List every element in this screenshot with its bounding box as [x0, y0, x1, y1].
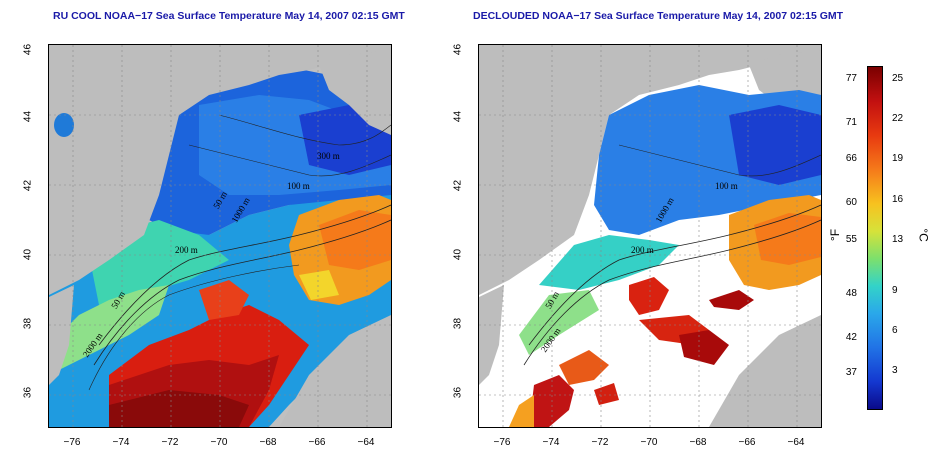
fahrenheit-tick: 66: [845, 153, 857, 164]
x-tick: −72: [591, 437, 609, 448]
y-tick: 42: [22, 179, 34, 192]
celsius-tick: 16: [892, 194, 904, 205]
fahrenheit-tick: 60: [845, 197, 857, 208]
y-tick: 40: [452, 248, 464, 261]
fahrenheit-tick: 48: [845, 288, 857, 299]
left-map-title: RU COOL NOAA−17 Sea Surface Temperature …: [53, 10, 405, 22]
celsius-tick: 13: [892, 234, 904, 245]
x-tick: −68: [689, 437, 707, 448]
y-tick: 46: [22, 43, 34, 56]
x-tick: −76: [63, 437, 81, 448]
contour-label: 100 m: [287, 181, 310, 191]
fahrenheit-tick: 42: [845, 332, 857, 343]
y-tick: 42: [452, 179, 464, 192]
celsius-tick: 19: [892, 153, 904, 164]
right-map-title: DECLOUDED NOAA−17 Sea Surface Temperatur…: [473, 10, 844, 22]
y-tick: 36: [452, 386, 464, 399]
celsius-tick: 3: [892, 365, 898, 376]
y-tick: 36: [22, 386, 34, 399]
x-tick: −66: [738, 437, 756, 448]
x-tick: −68: [259, 437, 277, 448]
celsius-tick: 22: [892, 113, 904, 124]
x-tick: −70: [640, 437, 658, 448]
x-tick: −72: [161, 437, 179, 448]
y-tick: 44: [452, 110, 464, 123]
contour-label: 200 m: [175, 245, 198, 255]
fahrenheit-tick: 37: [845, 367, 857, 378]
x-tick: −66: [308, 437, 326, 448]
x-tick: −70: [210, 437, 228, 448]
fahrenheit-tick: 55: [845, 234, 857, 245]
temperature-colorbar: [867, 66, 883, 410]
x-tick: −64: [787, 437, 805, 448]
celsius-unit: °C: [916, 228, 931, 242]
y-tick: 40: [22, 248, 34, 261]
fahrenheit-unit: °F: [828, 228, 843, 242]
right-sst-image: [479, 45, 821, 427]
contour-label: 300 m: [317, 151, 340, 161]
right-sst-map: 100 m 1000 m 200 m 50 m 2000 m: [478, 44, 822, 428]
left-sst-map: 300 m 100 m 200 m 50 m 1000 m 2000 m 50 …: [48, 44, 392, 428]
x-tick: −76: [493, 437, 511, 448]
celsius-tick: 9: [892, 285, 898, 296]
y-tick: 44: [22, 110, 34, 123]
celsius-tick: 6: [892, 325, 898, 336]
x-tick: −74: [542, 437, 560, 448]
y-tick: 38: [22, 317, 34, 330]
fahrenheit-tick: 77: [845, 73, 857, 84]
y-tick: 46: [452, 43, 464, 56]
x-tick: −64: [357, 437, 375, 448]
fahrenheit-tick: 71: [845, 117, 857, 128]
celsius-tick: 25: [892, 73, 904, 84]
contour-label: 200 m: [631, 245, 654, 255]
x-tick: −74: [112, 437, 130, 448]
y-tick: 38: [452, 317, 464, 330]
contour-label: 100 m: [715, 181, 738, 191]
left-sst-image: [49, 45, 391, 427]
